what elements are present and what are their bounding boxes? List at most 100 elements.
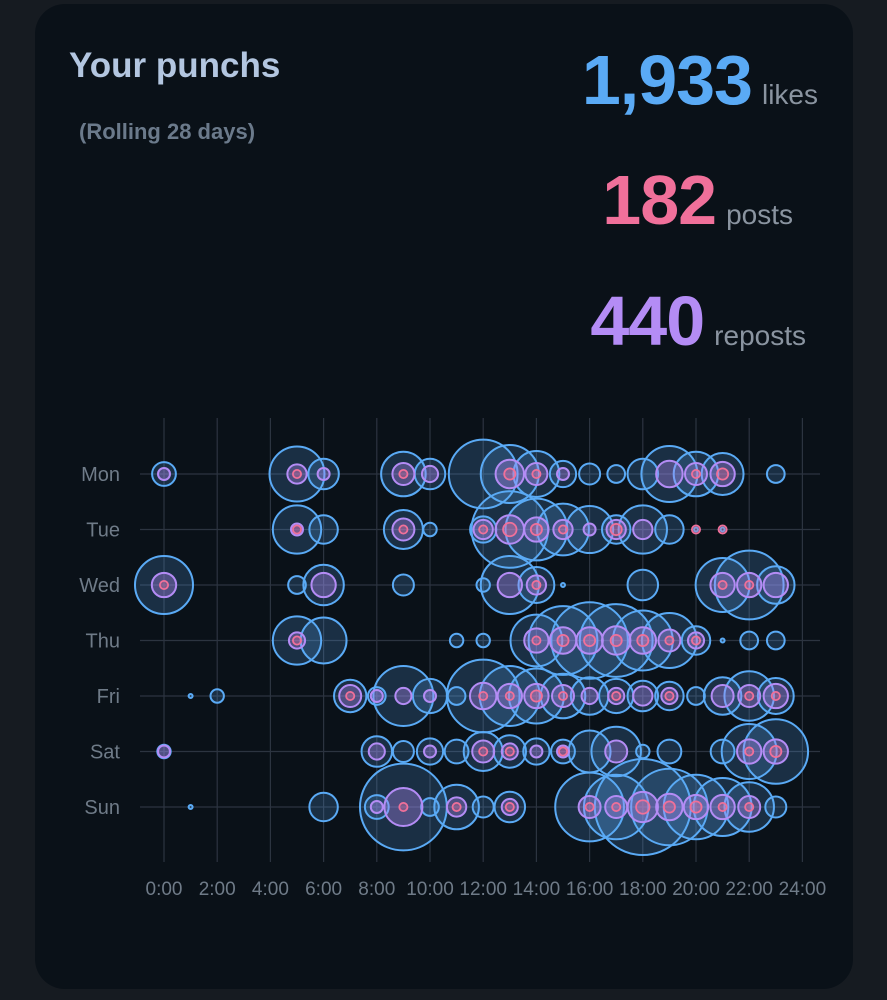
likes-unit: likes — [761, 79, 818, 110]
likes-bubble — [700, 452, 745, 496]
reposts-bubble — [762, 738, 789, 765]
likes-bubble — [606, 464, 627, 484]
likes-bubble — [299, 616, 348, 665]
reposts-bubble — [660, 686, 679, 706]
likes-bubble — [548, 459, 578, 489]
reposts-bubble — [605, 518, 627, 541]
likes-bubble — [308, 514, 339, 545]
likes-bubble — [187, 693, 194, 699]
likes-bubble — [363, 794, 390, 820]
reposts-bubble — [471, 739, 496, 764]
likes-bubble — [479, 443, 540, 505]
posts-bubble — [478, 524, 489, 535]
reposts-bubble — [287, 631, 307, 650]
reposts-bubble — [523, 516, 550, 543]
posts-bubble — [717, 802, 728, 813]
x-tick-label: 24:00 — [779, 879, 827, 900]
likes-bubble — [372, 665, 435, 727]
likes-count: 1,933 — [581, 41, 753, 119]
posts-bubble — [504, 746, 515, 757]
reposts-bubble — [582, 522, 597, 537]
posts-bubble — [291, 524, 302, 535]
likes-bubble — [719, 637, 726, 644]
posts-bubble — [291, 468, 302, 479]
reposts-bubble — [150, 571, 178, 599]
reposts-bubble — [684, 462, 708, 486]
likes-bubble — [765, 464, 786, 484]
likes-bubble — [527, 605, 599, 676]
reposts-bubble — [736, 738, 763, 765]
posts-bubble — [584, 802, 595, 813]
likes-bubble — [672, 450, 720, 498]
posts-bubble — [531, 580, 542, 591]
posts-bubble — [717, 580, 728, 591]
likes-bubble — [391, 739, 415, 764]
likes-bubble — [635, 743, 651, 760]
likes-bubble — [512, 450, 561, 498]
posts-bubble — [451, 802, 462, 813]
reposts-bubble — [736, 571, 763, 599]
posts-bubble — [556, 634, 570, 647]
posts-bubble — [744, 691, 755, 702]
x-tick-label: 6:00 — [305, 879, 342, 900]
likes-bubble — [578, 603, 654, 678]
card-subtitle: (Rolling 28 days) — [79, 119, 256, 144]
reposts-bubble — [496, 571, 523, 599]
likes-bubble — [433, 783, 480, 831]
posts-bubble — [558, 691, 569, 702]
reposts-bubble — [556, 467, 570, 481]
reposts-bubble — [737, 684, 762, 708]
reposts-bubble — [310, 571, 337, 599]
likes-bubble — [680, 625, 712, 656]
reposts-bubble — [655, 792, 684, 822]
likes-bubble — [656, 738, 683, 765]
reposts-bubble — [286, 463, 308, 485]
reposts-bubble — [551, 684, 575, 708]
reposts-bubble — [391, 517, 416, 542]
reposts-bubble — [762, 571, 789, 599]
likes-bubble — [654, 680, 685, 712]
likes-bubble — [756, 565, 796, 605]
reposts-bubble — [496, 682, 523, 710]
reposts-bubble — [468, 681, 498, 711]
likes-bubble — [415, 737, 445, 766]
posts-bubble — [529, 523, 543, 536]
posts-bubble — [691, 524, 702, 535]
y-tick-label: Wed — [79, 575, 120, 597]
posts-bubble — [609, 634, 623, 647]
posts-bubble — [744, 802, 755, 813]
reposts-bubble — [423, 689, 437, 703]
posts-bubble — [502, 521, 518, 538]
reposts-bubble — [494, 458, 526, 490]
likes-bubble — [475, 577, 491, 593]
reposts-bubble — [686, 631, 706, 650]
posts-bubble — [636, 634, 650, 647]
likes-bubble — [765, 630, 786, 651]
likes-bubble — [517, 566, 556, 604]
reposts-bubble — [737, 795, 762, 819]
likes-bubble — [475, 632, 491, 649]
likes-bubble — [471, 795, 495, 819]
posts-bubble — [611, 802, 622, 813]
y-tick-label: Fri — [97, 686, 120, 708]
reposts-bubble — [500, 797, 519, 817]
likes-bubble — [447, 438, 519, 510]
posts-count: 182 — [602, 161, 717, 239]
y-tick-label: Sat — [90, 742, 120, 764]
likes-bubble — [686, 686, 706, 706]
reposts-count: 440 — [590, 282, 705, 360]
likes-bubble — [522, 737, 551, 766]
x-tick-label: 0:00 — [146, 879, 183, 900]
likes-bubble — [626, 568, 660, 602]
posts-bubble — [691, 468, 702, 479]
posts-bubble — [558, 524, 569, 535]
posts-bubble — [583, 634, 597, 647]
likes-bubble — [380, 450, 427, 498]
likes-bubble — [692, 776, 753, 838]
reposts-bubble — [316, 467, 331, 481]
likes-bubble — [509, 613, 564, 668]
posts-bubble — [558, 746, 569, 757]
reposts-bubble — [523, 627, 550, 654]
reposts-bubble — [762, 682, 789, 710]
reposts-bubble — [394, 686, 413, 706]
